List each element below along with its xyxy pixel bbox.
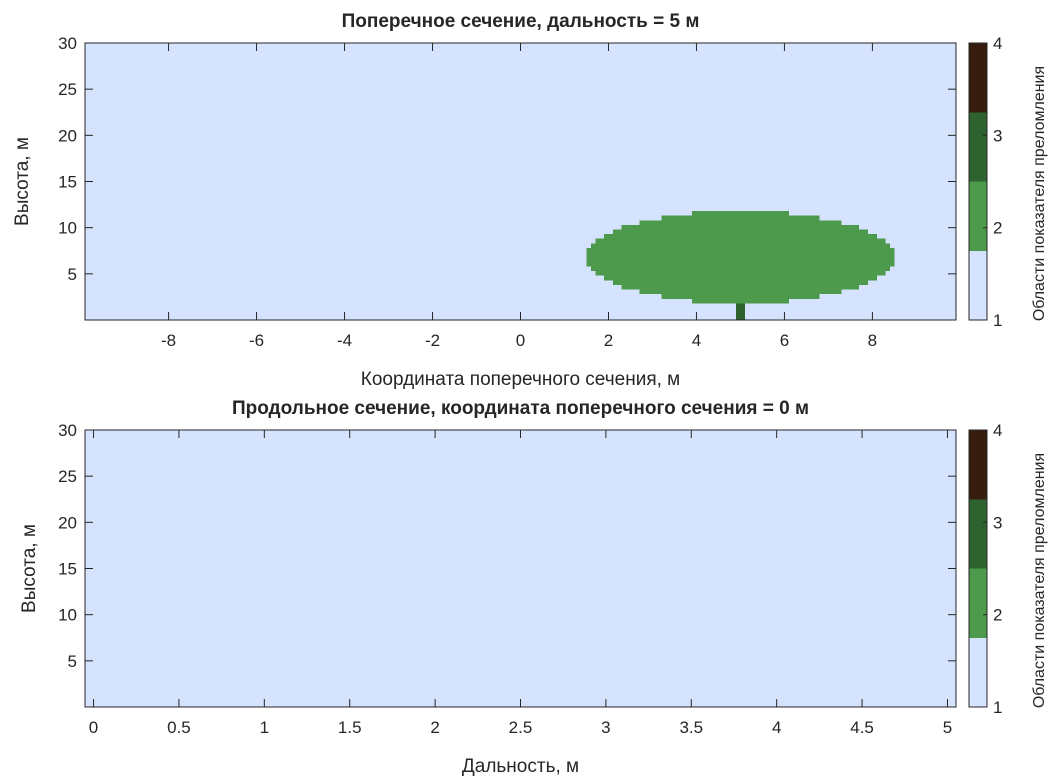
region-cell <box>590 266 891 272</box>
region-cell <box>604 275 877 281</box>
colorbar-swatch <box>969 181 987 251</box>
chart-1: -8 -6 -4 -2 0 2 4 6 8 5 10 15 20 25 30 Поперечное сечен… <box>12 11 1048 390</box>
y-tick-label: 20 <box>58 126 77 145</box>
colorbar-label: Области показателя преломления <box>1031 453 1048 708</box>
x-tick-label: 8 <box>868 331 877 350</box>
region-cell <box>621 284 860 290</box>
plot-background <box>85 430 956 707</box>
colorbar-swatch <box>969 112 987 182</box>
y-tick-label: 10 <box>58 606 77 625</box>
y-tick-label: 5 <box>68 265 77 284</box>
x-tick-label: 0 <box>516 331 525 350</box>
y-tick-label: 15 <box>58 173 77 192</box>
x-tick-label: -4 <box>337 331 352 350</box>
x-tick-label: 1 <box>260 718 269 737</box>
x-tick-label: 1.5 <box>338 718 362 737</box>
colorbar-tick-label: 3 <box>993 126 1002 145</box>
x-tick-label: 6 <box>780 331 789 350</box>
region-cell <box>590 243 891 248</box>
colorbar-tick-label: 1 <box>993 311 1002 330</box>
region-cell <box>661 294 820 299</box>
region-cell <box>612 280 869 285</box>
region-rect <box>736 303 745 320</box>
colorbar-swatch <box>969 499 987 569</box>
region-cell <box>621 224 860 230</box>
region-cell <box>692 211 789 216</box>
colorbar-tick-label: 3 <box>993 513 1002 532</box>
colorbar-swatch <box>969 250 987 320</box>
x-tick-label: 2 <box>430 718 439 737</box>
region-ellipse <box>586 211 895 304</box>
colorbar-box <box>968 42 988 321</box>
chart-title: Продольное сечение, координата поперечно… <box>232 398 809 419</box>
y-tick-label: 20 <box>58 513 77 532</box>
x-tick-label: -2 <box>425 331 440 350</box>
colorbar-swatch <box>969 43 987 113</box>
x-tick-label: 3.5 <box>679 718 703 737</box>
region-cell <box>586 261 895 267</box>
colorbar-tick-label: 4 <box>993 34 1002 53</box>
x-tick-label: 0 <box>89 718 98 737</box>
region-cell <box>595 238 886 244</box>
x-tick-label: -8 <box>161 331 176 350</box>
region-cell <box>595 271 886 276</box>
colorbar-swatch <box>969 637 987 707</box>
region-cell <box>639 220 842 225</box>
x-tick-label: 0.5 <box>167 718 191 737</box>
x-axis-label: Координата поперечного сечения, м <box>361 369 680 390</box>
x-tick-label: 4.5 <box>850 718 874 737</box>
y-axis-label: Высота, м <box>12 137 33 226</box>
x-tick-label: 2 <box>604 331 613 350</box>
chart-2: 0 0.5 1 1.5 2 2.5 3 3.5 4 4.5 5 5 10 15 20 25 30 Продольн… <box>19 398 1048 777</box>
region-cell <box>692 298 789 304</box>
region-cell <box>586 257 895 262</box>
region-cell <box>604 234 877 239</box>
colorbar-label: Области показателя преломления <box>1031 66 1048 321</box>
x-tick-label: 5 <box>943 718 952 737</box>
y-tick-label: 15 <box>58 560 77 579</box>
chart-title: Поперечное сечение, дальность = 5 м <box>342 11 700 32</box>
region-cell <box>639 289 842 295</box>
y-tick-label: 5 <box>68 652 77 671</box>
y-tick-label: 10 <box>58 219 77 238</box>
colorbar: 1 2 3 4 Области показателя преломления <box>968 421 1048 717</box>
colorbar-tick-label: 2 <box>993 219 1002 238</box>
colorbar-swatch <box>969 430 987 500</box>
y-tick-label: 25 <box>58 467 77 486</box>
x-axis-label: Дальность, м <box>462 756 579 777</box>
colorbar-tick-label: 2 <box>993 606 1002 625</box>
region-cell <box>586 252 895 258</box>
y-tick-label: 25 <box>58 80 77 99</box>
x-tick-label: 2.5 <box>509 718 533 737</box>
region-cell <box>661 215 820 221</box>
y-tick-label: 30 <box>58 34 77 53</box>
x-tick-label: 4 <box>772 718 781 737</box>
colorbar-box <box>968 429 988 708</box>
colorbar: 1 2 3 4 Области показателя преломления <box>968 34 1048 330</box>
x-tick-label: -6 <box>249 331 264 350</box>
y-axis-label: Высота, м <box>19 524 40 613</box>
region-cell <box>612 229 869 235</box>
x-tick-label: 4 <box>692 331 701 350</box>
regions <box>586 211 895 320</box>
colorbar-swatch <box>969 568 987 638</box>
x-tick-label: 3 <box>601 718 610 737</box>
y-tick-label: 30 <box>58 421 77 440</box>
colorbar-tick-label: 1 <box>993 698 1002 717</box>
colorbar-tick-label: 4 <box>993 421 1002 440</box>
region-cell <box>586 247 895 253</box>
